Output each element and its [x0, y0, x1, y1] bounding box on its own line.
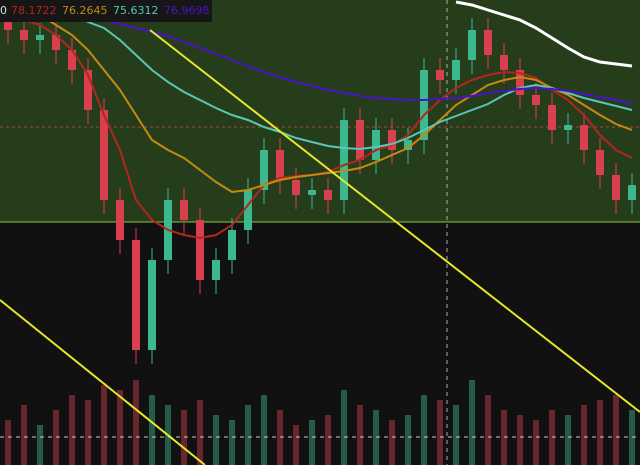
candle-body: [500, 55, 508, 70]
volume-bar: [341, 390, 347, 465]
candle-body: [148, 260, 156, 350]
volume-bar: [533, 420, 539, 465]
candle-body: [580, 125, 588, 150]
volume-bar: [213, 415, 219, 465]
candle-body: [596, 150, 604, 175]
volume-bar: [565, 415, 571, 465]
candle-body: [356, 120, 364, 160]
candle-body: [132, 240, 140, 350]
volume-bar: [261, 395, 267, 465]
candle-body: [52, 35, 60, 50]
candle-body: [612, 175, 620, 200]
trend-line: [0, 299, 206, 465]
legend-value: 76.9698: [164, 4, 210, 17]
volume-bar: [421, 395, 427, 465]
legend: 0 78.1722 76.2645 75.6312 76.9698: [0, 4, 210, 17]
candle-body: [36, 35, 44, 40]
legend-lead: 0: [0, 4, 7, 17]
legend-value: 78.1722: [11, 4, 57, 17]
candle-body: [324, 190, 332, 200]
candle-body: [20, 30, 28, 40]
volume-bar: [85, 400, 91, 465]
candle-body: [84, 70, 92, 110]
candle-body: [196, 220, 204, 280]
candle-body: [532, 95, 540, 105]
candle-body: [260, 150, 268, 190]
legend-value: 75.6312: [113, 4, 159, 17]
candle-body: [404, 140, 412, 150]
volume-bar: [613, 395, 619, 465]
ma-layer: [7, 0, 633, 240]
candle-body: [292, 180, 300, 195]
candle-body: [548, 105, 556, 130]
volume-bar: [293, 425, 299, 465]
candle-body: [628, 185, 636, 200]
volume-bar: [357, 405, 363, 465]
volume-bar: [133, 380, 139, 465]
candle-body: [340, 120, 348, 200]
candle-body: [228, 230, 236, 260]
candle-body: [116, 200, 124, 240]
candle-body: [564, 125, 572, 130]
volume-bar: [245, 405, 251, 465]
ma-line: [8, 0, 633, 151]
lower-area: [0, 222, 640, 465]
volume-bar: [469, 380, 475, 465]
ma-line: [455, 0, 633, 68]
volume-bar: [37, 425, 43, 465]
candle-body: [212, 260, 220, 280]
candle-body: [436, 70, 444, 80]
candle-body: [68, 50, 76, 70]
candle-body: [308, 190, 316, 195]
volume-bar: [453, 405, 459, 465]
ma-line: [7, 0, 633, 194]
legend-box: [0, 0, 212, 22]
volume-bar: [389, 420, 395, 465]
candle-body: [388, 130, 396, 150]
candle-body: [420, 70, 428, 140]
candle-body: [452, 60, 460, 80]
volume-bar: [309, 420, 315, 465]
candle-body: [100, 110, 108, 200]
candle-body: [468, 30, 476, 60]
volume-bar: [69, 395, 75, 465]
volume-bar: [117, 390, 123, 465]
volume-bar: [5, 420, 11, 465]
candle-body: [484, 30, 492, 55]
volume-bar: [149, 395, 155, 465]
volume-bar: [101, 385, 107, 465]
volume-bar: [597, 400, 603, 465]
volume-bar: [197, 400, 203, 465]
volume-bar: [517, 415, 523, 465]
volume-bar: [21, 405, 27, 465]
volume-bar: [405, 415, 411, 465]
candle-body: [4, 20, 12, 30]
candle-body: [516, 70, 524, 95]
volume-bar: [229, 420, 235, 465]
candle-body: [276, 150, 284, 180]
volume-bar: [437, 400, 443, 465]
trend-line: [149, 29, 640, 413]
volume-bar: [325, 415, 331, 465]
volume-bar: [581, 405, 587, 465]
volume-bar: [485, 395, 491, 465]
candle-body: [180, 200, 188, 220]
candle-body: [244, 190, 252, 230]
candle-body: [372, 130, 380, 160]
legend-value: 76.2645: [62, 4, 108, 17]
